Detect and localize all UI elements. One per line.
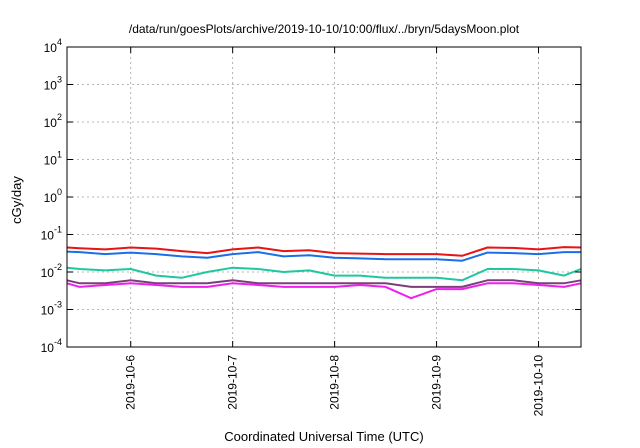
series-line-1 <box>66 246 582 257</box>
y-tick-label: 103 <box>44 75 62 93</box>
y-tick-label: 10-4 <box>41 337 62 355</box>
chart-title: /data/run/goesPlots/archive/2019-10-10/1… <box>129 22 520 36</box>
y-tick-label: 10-3 <box>41 300 62 318</box>
series-line-3 <box>66 266 582 282</box>
ticks: 104 103 102 101 100 10-1 10-2 10-3 10-4 2019-10-6… <box>41 37 581 416</box>
y-axis-title: cGy/day <box>9 176 24 224</box>
x-tick-label: 2019-10-9 <box>430 355 444 410</box>
x-tick-label: 2019-10-6 <box>124 355 138 410</box>
y-tick-label: 100 <box>44 187 62 205</box>
y-tick-label: 10-1 <box>41 225 62 243</box>
series-layer <box>66 246 582 300</box>
x-tick-label: 2019-10-7 <box>226 355 240 410</box>
y-tick-label: 104 <box>44 37 62 55</box>
grid <box>67 47 581 347</box>
series-line-2 <box>66 250 581 262</box>
series-line-4 <box>66 279 582 288</box>
x-tick-label: 2019-10-8 <box>328 355 342 410</box>
y-tick-label: 10-2 <box>41 262 62 280</box>
y-tick-label: 101 <box>44 150 62 168</box>
y-tick-label: 102 <box>44 112 62 130</box>
series-line-5 <box>66 282 582 300</box>
x-tick-label: 2019-10-10 <box>532 355 546 417</box>
x-axis-title: Coordinated Universal Time (UTC) <box>224 429 423 444</box>
